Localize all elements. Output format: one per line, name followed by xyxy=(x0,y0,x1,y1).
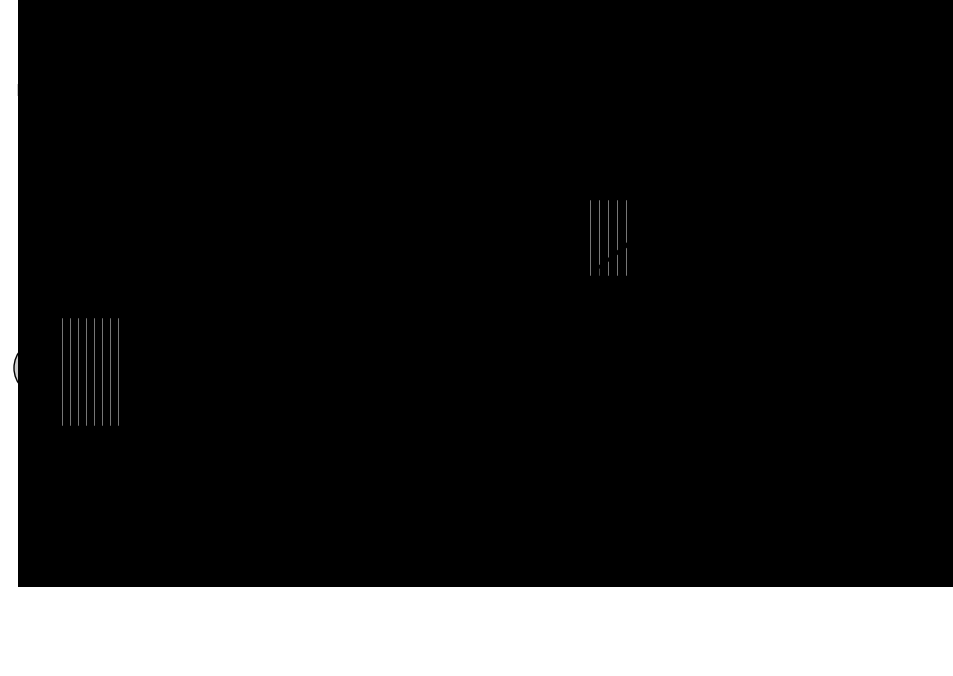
Circle shape xyxy=(607,483,621,497)
Circle shape xyxy=(372,256,379,264)
Bar xyxy=(350,0,953,348)
Circle shape xyxy=(532,208,592,268)
Circle shape xyxy=(146,451,164,469)
Bar xyxy=(691,0,953,450)
Bar xyxy=(260,0,953,348)
Circle shape xyxy=(522,448,566,492)
Circle shape xyxy=(291,263,298,271)
Circle shape xyxy=(151,456,159,464)
Circle shape xyxy=(348,445,368,465)
Bar xyxy=(310,22,953,522)
Circle shape xyxy=(543,220,579,256)
Circle shape xyxy=(662,421,680,439)
Circle shape xyxy=(348,250,368,270)
Circle shape xyxy=(14,340,70,396)
Circle shape xyxy=(285,257,305,277)
Circle shape xyxy=(335,451,344,459)
Circle shape xyxy=(670,271,684,285)
Circle shape xyxy=(667,416,685,434)
Circle shape xyxy=(354,451,361,459)
Bar xyxy=(506,43,953,343)
Circle shape xyxy=(627,483,641,497)
Bar xyxy=(898,0,953,71)
Bar xyxy=(506,53,953,353)
Bar xyxy=(484,84,936,96)
Circle shape xyxy=(286,454,294,462)
Circle shape xyxy=(187,479,199,491)
Bar xyxy=(818,24,896,71)
Bar xyxy=(506,48,953,348)
Circle shape xyxy=(280,448,299,468)
Bar xyxy=(716,0,953,450)
Circle shape xyxy=(652,271,666,285)
Bar xyxy=(359,22,953,522)
Bar xyxy=(740,0,953,450)
Circle shape xyxy=(758,448,801,492)
Circle shape xyxy=(187,456,194,464)
Circle shape xyxy=(587,483,601,497)
Circle shape xyxy=(164,451,182,469)
Bar xyxy=(17,84,452,96)
Circle shape xyxy=(535,460,555,480)
Circle shape xyxy=(330,445,350,465)
Circle shape xyxy=(312,445,332,465)
Circle shape xyxy=(667,426,676,434)
Circle shape xyxy=(354,256,361,264)
Polygon shape xyxy=(615,475,644,491)
Circle shape xyxy=(366,250,386,270)
Circle shape xyxy=(335,256,344,264)
Circle shape xyxy=(24,350,60,386)
Circle shape xyxy=(769,460,789,480)
Bar xyxy=(200,22,953,522)
Circle shape xyxy=(330,250,350,270)
Bar xyxy=(679,0,953,450)
Circle shape xyxy=(688,271,702,285)
Bar xyxy=(727,0,953,450)
Circle shape xyxy=(182,451,200,469)
Circle shape xyxy=(200,451,218,469)
Bar xyxy=(703,0,953,450)
Circle shape xyxy=(317,451,326,459)
Circle shape xyxy=(205,456,213,464)
Circle shape xyxy=(169,456,177,464)
Bar xyxy=(419,0,953,348)
Circle shape xyxy=(647,483,661,497)
